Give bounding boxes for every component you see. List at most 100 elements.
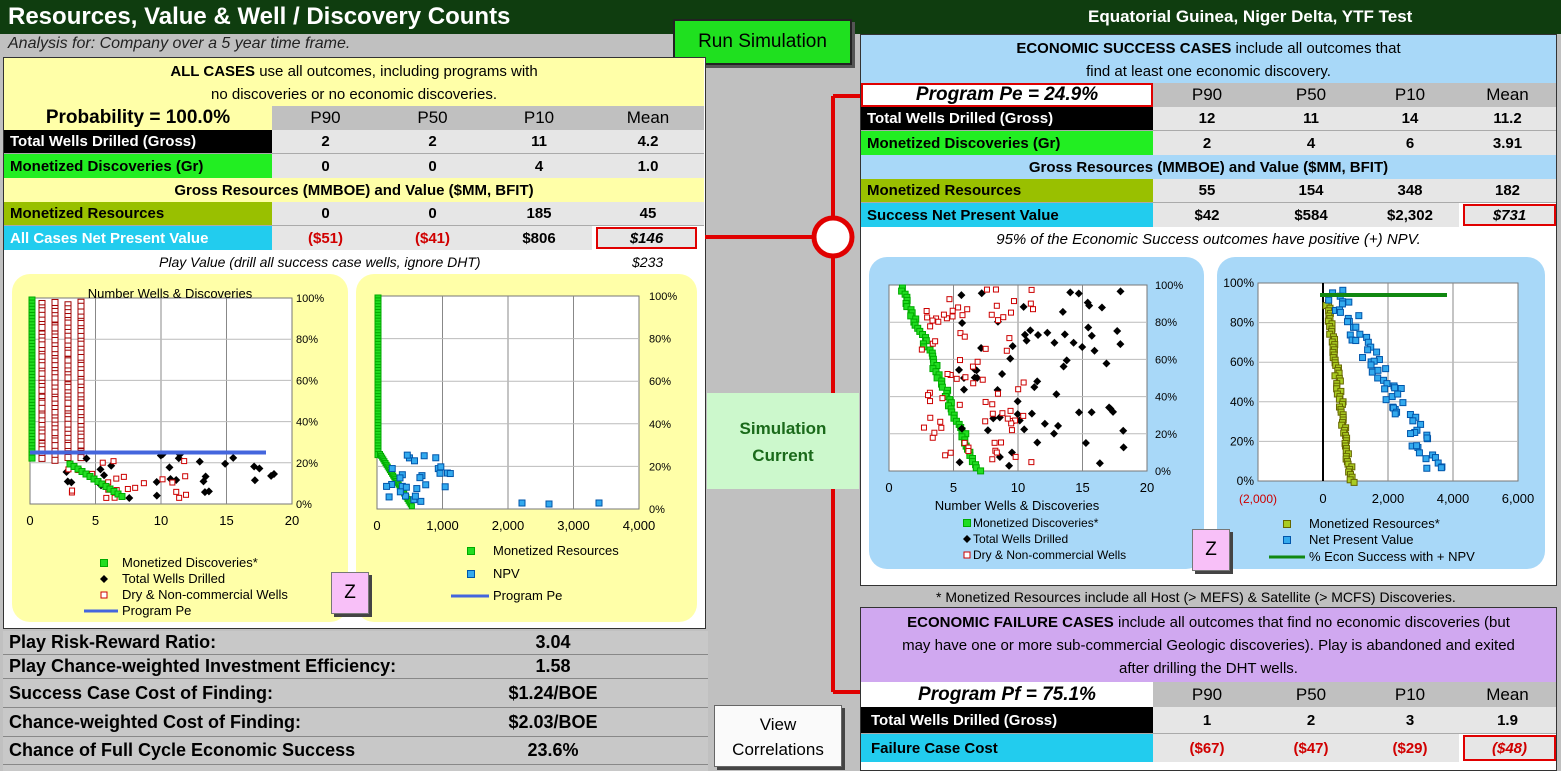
- tick-label: 40%: [1155, 392, 1177, 404]
- value-cell: 55: [1153, 179, 1261, 202]
- metric-row: Success Case Cost of Finding: $1.24/BOE: [3, 679, 708, 708]
- tick-label: 10: [1011, 480, 1025, 495]
- data-point: [1008, 420, 1015, 427]
- value-cell: 11: [486, 130, 592, 153]
- wells-chart-svg: 0 5 10 15 20 100% 80% 60% 40% 20% 0% Number Wells &…: [26, 286, 324, 618]
- data-point: [1003, 347, 1010, 354]
- data-point: [1033, 438, 1042, 447]
- data-point: [1010, 298, 1017, 305]
- value-cell: 0: [272, 202, 379, 225]
- tick-label: 15: [219, 513, 233, 528]
- data-point: [1027, 300, 1034, 307]
- data-point: [267, 471, 276, 480]
- row-label: Monetized Resources: [4, 202, 272, 225]
- data-point: [183, 491, 190, 498]
- data-point: [1116, 340, 1125, 349]
- data-point: [1407, 430, 1415, 438]
- data-point: [989, 456, 996, 463]
- all-cases-panel: ALL CASES use all outcomes, including pr…: [3, 57, 706, 629]
- data-point: [1058, 307, 1067, 316]
- zoom-button[interactable]: Z: [331, 572, 369, 614]
- data-point: [38, 433, 46, 441]
- col-mean: Mean: [592, 106, 704, 130]
- zoom-button[interactable]: Z: [1192, 529, 1230, 571]
- data-point: [1350, 478, 1358, 486]
- data-point: [925, 392, 932, 399]
- tick-label: Monetized Discoveries*: [122, 555, 258, 570]
- data-point: [402, 483, 410, 491]
- data-point: [935, 318, 942, 325]
- data-point: [1355, 312, 1363, 320]
- value-cell: 185: [486, 202, 592, 225]
- data-point: [1030, 383, 1039, 392]
- data-point: [416, 474, 424, 482]
- data-point: [103, 494, 110, 501]
- data-point: [173, 488, 180, 495]
- data-point: [957, 357, 964, 364]
- data-point: [1006, 354, 1015, 363]
- success-desc-line2: find at least one economic discovery.: [1086, 63, 1331, 80]
- simulation-status-line2: Current: [752, 446, 814, 465]
- data-point: [957, 291, 966, 300]
- value-cell: 2: [1153, 131, 1261, 155]
- data-point: [64, 399, 72, 407]
- all-section-label: Gross Resources (MMBOE) and Value ($MM, …: [4, 178, 704, 202]
- failure-description: ECONOMIC FAILURE CASES include all outco…: [861, 608, 1556, 682]
- data-point: [1027, 409, 1036, 418]
- data-point: [1020, 379, 1027, 386]
- value-cell: ($51): [272, 226, 379, 250]
- data-point: [974, 358, 981, 365]
- data-point: [182, 473, 189, 480]
- col-p50: P50: [1261, 83, 1361, 107]
- value-cell: 0: [379, 154, 486, 178]
- tick-label: 20: [285, 513, 299, 528]
- row-label: Total Wells Drilled (Gross): [861, 707, 1153, 733]
- data-point: [989, 401, 996, 408]
- tick-label: Net Present Value: [1309, 532, 1414, 547]
- success-header-row: Program Pe = 24.9% P90 P50 P10 Mean: [861, 83, 1556, 107]
- data-point: [961, 333, 968, 340]
- data-point: [250, 476, 259, 485]
- data-point: [957, 424, 966, 433]
- failure-cost-mean-highlight: ($48): [1463, 735, 1556, 761]
- data-point: [939, 395, 946, 402]
- data-point: [1066, 288, 1075, 297]
- data-point: [1382, 396, 1390, 404]
- data-point: [1413, 442, 1421, 450]
- data-point: [113, 475, 120, 482]
- tick-label: 40%: [296, 417, 318, 429]
- tick-label: 4,000: [623, 518, 656, 533]
- tick-label: Monetized Resources*: [1309, 516, 1440, 531]
- data-point: [994, 390, 1001, 397]
- data-point: [1374, 374, 1382, 382]
- data-point: [993, 302, 1000, 309]
- view-button-line1: View: [759, 715, 797, 734]
- data-point: [961, 439, 968, 446]
- data-point: [963, 551, 971, 559]
- failure-label: ECONOMIC FAILURE CASES: [907, 614, 1114, 631]
- tick-label: 0: [885, 480, 892, 495]
- all-cases-label: ALL CASES: [170, 63, 256, 80]
- tick-label: 0%: [296, 499, 312, 511]
- row-label: Success Net Present Value: [861, 203, 1153, 227]
- data-point: [77, 417, 85, 425]
- data-point: [1054, 421, 1063, 430]
- data-point: [999, 410, 1006, 417]
- data-point: [51, 315, 59, 323]
- tick-label: % Econ Success with + NPV: [1309, 549, 1475, 564]
- metric-label: Chance-weighted Cost of Finding:: [9, 711, 301, 732]
- failure-wells-row: Total Wells Drilled (Gross) 1 2 3 1.9: [861, 707, 1556, 734]
- value-cell: $584: [1261, 203, 1361, 227]
- tick-label: 60%: [649, 376, 671, 388]
- data-point: [51, 324, 59, 332]
- data-point: [929, 317, 936, 324]
- view-correlations-button[interactable]: View Correlations: [714, 705, 842, 767]
- data-point: [1022, 336, 1031, 345]
- data-point: [436, 469, 444, 477]
- data-point: [77, 399, 85, 407]
- data-point: [1007, 407, 1014, 414]
- row-label: Failure Case Cost: [861, 734, 1153, 762]
- data-point: [1034, 330, 1043, 339]
- col-p10: P10: [486, 106, 592, 130]
- data-point: [159, 476, 166, 483]
